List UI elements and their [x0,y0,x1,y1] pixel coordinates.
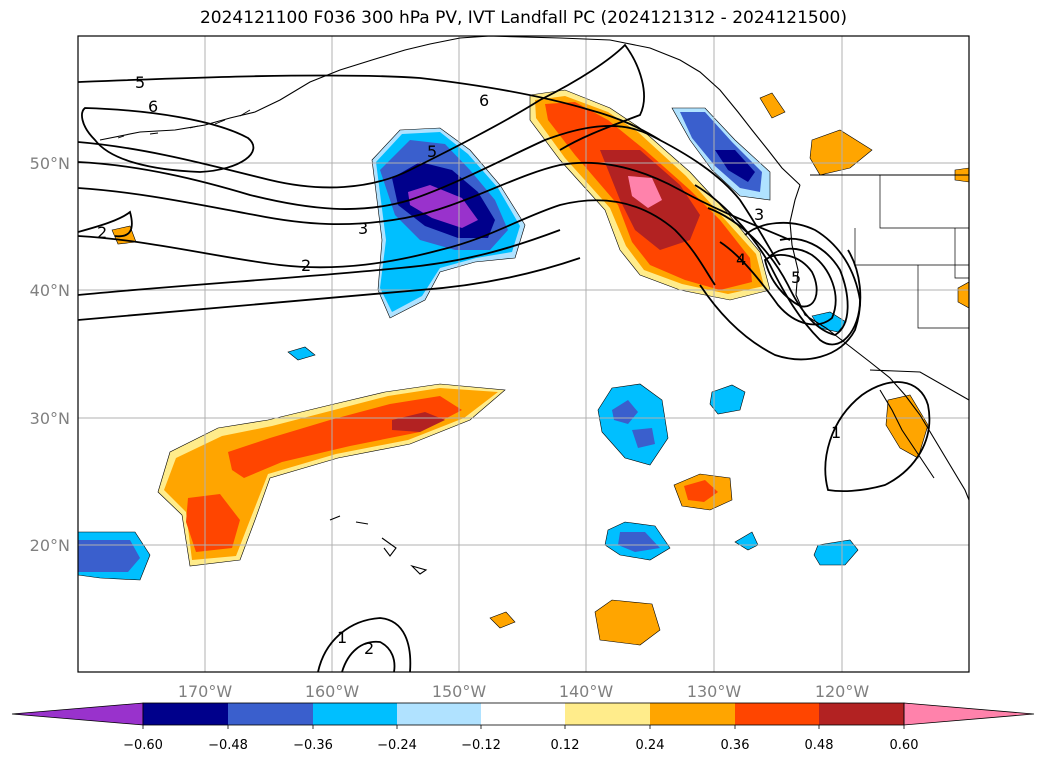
lon-label: 160°W [305,682,360,701]
positive-anomaly-small-b [594,599,661,646]
pv-contour-bottom-1 [317,617,412,672]
colorbar: −0.60 −0.48 −0.36 −0.24 −0.12 0.12 0.24 … [11,702,1035,753]
pv-contour-label: 1 [831,423,841,442]
pv-contour-label: 5 [135,73,145,92]
pv-contour-label: 1 [337,628,347,647]
colorbar-bin [397,703,481,725]
colorbar-tick-label: −0.12 [461,738,501,753]
lon-label: 120°W [815,682,870,701]
negative-anomaly-small-c-blue [618,532,660,552]
pv-contour-label-group: 5 6 6 5 3 2 2 3 4 5 1 1 2 [97,73,841,658]
positive-anomaly-small-a-red [684,480,718,502]
coast-alaska [99,36,801,186]
longitude-labels: 170°W 160°W 150°W 140°W 130°W 120°W [178,682,870,701]
positive-anomaly-band-pink [628,176,662,208]
pv-contour-east-2 [694,184,861,346]
pv-contour-label: 6 [148,97,158,116]
pv-contour-label: 2 [97,223,107,242]
positive-anomaly-streak-red2 [186,494,240,552]
negative-anomaly-west-blue [78,540,140,572]
pv-contour-lowest [78,257,581,321]
colorbar-bin [313,703,397,725]
border-us-mexico [869,369,969,401]
pv-contour-south-1 [824,381,931,493]
colorbar-frame [142,702,905,726]
colorbar-bin [735,703,819,725]
coast-north-america [789,184,969,501]
gridlines [78,36,969,672]
lon-label: 130°W [687,682,742,701]
negative-anomaly-small-d [813,539,859,566]
pv-contour-label: 5 [791,268,801,287]
lat-label: 40°N [30,281,70,300]
hawaii-islands [329,515,428,575]
colorbar-tick-label: −0.48 [208,738,248,753]
lon-label: 170°W [178,682,233,701]
lon-label: 140°W [559,682,614,701]
pv-contour-2 [78,199,716,286]
pv-contour-4 [78,125,781,266]
lat-label: 50°N [30,154,70,173]
colorbar-tick-label: 0.24 [636,738,665,753]
pv-contour-west-2 [78,210,133,238]
pv-contour-label: 2 [364,639,374,658]
colorbar-bin [819,703,904,725]
pv-contour-bottom-2 [341,640,396,672]
colorbar-tick-label: 0.48 [805,738,834,753]
colorbar-bin [228,703,313,725]
positive-anomaly-streak-dark [392,412,445,432]
coast-baja [879,389,935,479]
lat-label: 30°N [30,409,70,428]
positive-anomaly-small-c [809,129,873,176]
pv-contour-3 [78,161,791,241]
colorbar-tick-label: 0.60 [890,738,919,753]
colorbar-tick-label: −0.24 [377,738,417,753]
positive-anomaly-streak-red [228,396,462,478]
pv-contour-low [78,229,561,296]
colorbar-tick-label: −0.60 [123,738,163,753]
negative-anomaly-small-b [709,384,746,415]
positive-anomaly-small-g [759,92,786,119]
colorbar-tick-label: 0.12 [551,738,580,753]
colorbar-bin [650,703,735,725]
pv-contours [78,43,931,672]
pv-contour-6-outer [78,74,661,141]
pv-contour-label: 3 [358,219,368,238]
negative-anomaly-small-a-blue [612,400,655,448]
colorbar-ticks [142,725,905,729]
negative-anomaly-central-purple [408,185,478,228]
pv-contour-label: 2 [301,256,311,275]
colorbar-bin [565,703,650,725]
pv-contour-5-north [81,107,255,173]
pv-contour-5 [78,43,645,189]
colorbar-bin [143,703,228,725]
aleutian-islands [117,109,251,139]
pv-contour-east-3 [707,207,849,336]
lat-label: 20°N [30,536,70,555]
colorbar-tick-label: 0.36 [721,738,750,753]
map-title: 2024121100 F036 300 hPa PV, IVT Landfall… [199,8,847,28]
colorbar-tick-label: −0.36 [293,738,333,753]
pv-contour-east-4 [719,241,837,326]
lon-label: 150°W [432,682,487,701]
colorbar-extend-high [903,702,1035,726]
pv-contour-label: 5 [427,142,437,161]
pv-contour-east-outer [699,249,862,361]
colorbar-extend-low [11,702,144,726]
latitude-labels: 50°N 40°N 30°N 20°N [30,154,70,555]
positive-anomaly-small-e [489,611,516,629]
pv-contour-label: 6 [479,91,489,110]
colorbar-bin [481,703,565,725]
pv-contour-label: 3 [754,205,764,224]
negative-anomaly-small-f [287,346,316,361]
pv-contour-label: 4 [736,250,746,269]
negative-anomaly-coastal-navy [715,150,755,182]
pv-contour-east-5 [763,254,818,308]
coastlines [99,36,969,575]
positive-anomaly-small-i [957,281,969,309]
map-frame [77,35,970,673]
